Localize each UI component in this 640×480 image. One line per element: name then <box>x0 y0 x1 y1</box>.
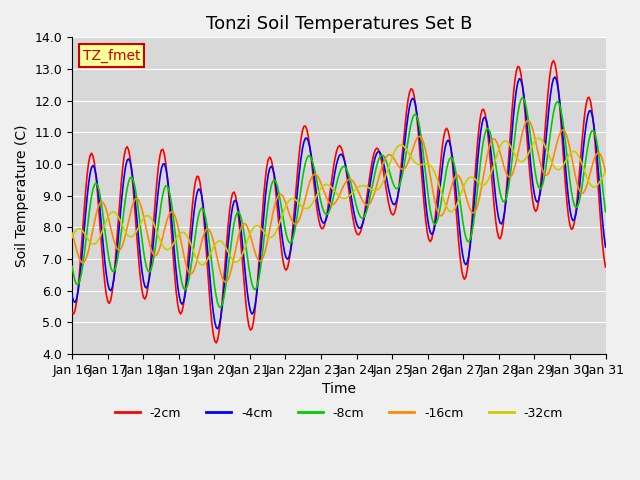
Title: Tonzi Soil Temperatures Set B: Tonzi Soil Temperatures Set B <box>205 15 472 33</box>
X-axis label: Time: Time <box>322 383 356 396</box>
Y-axis label: Soil Temperature (C): Soil Temperature (C) <box>15 124 29 267</box>
Legend: -2cm, -4cm, -8cm, -16cm, -32cm: -2cm, -4cm, -8cm, -16cm, -32cm <box>109 402 568 424</box>
Text: TZ_fmet: TZ_fmet <box>83 48 140 63</box>
